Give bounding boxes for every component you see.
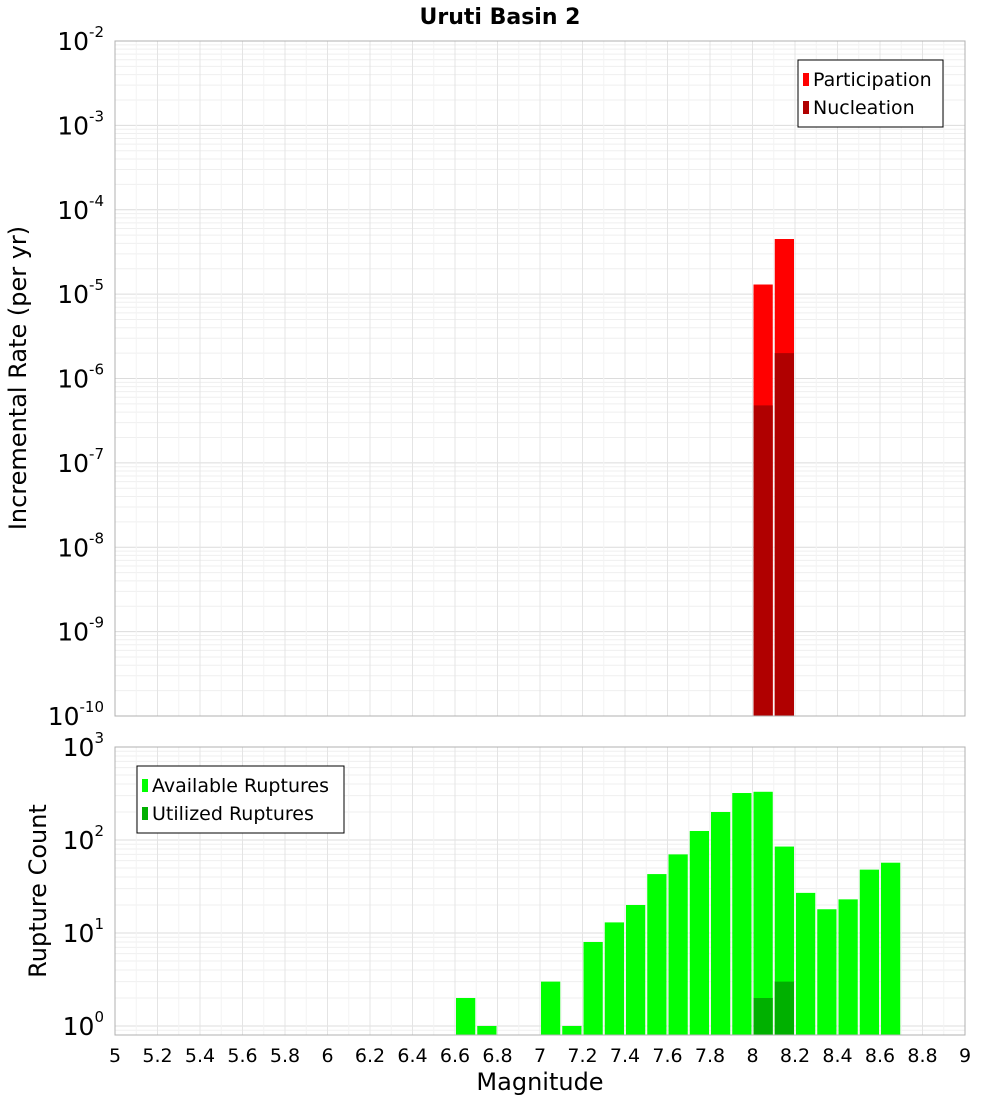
bottom-bar-available-ruptures <box>689 830 709 1035</box>
x-tick-label: 6.6 <box>440 1045 470 1067</box>
bottom-y-tick-label: 101 <box>63 915 104 948</box>
bottom-bar-available-ruptures <box>541 981 561 1035</box>
bottom-bar-available-ruptures <box>647 874 667 1035</box>
top-bar-nucleation <box>774 353 794 716</box>
bottom-bar-available-ruptures <box>796 892 816 1035</box>
top-legend-swatch <box>803 73 809 86</box>
bottom-bar-available-ruptures <box>668 854 688 1035</box>
x-axis-label: Magnitude <box>476 1068 603 1096</box>
bottom-legend-swatch <box>142 779 148 792</box>
bottom-bar-available-ruptures <box>881 862 901 1035</box>
bottom-legend-swatch <box>142 807 148 820</box>
top-y-tick-label: 10-6 <box>57 361 104 394</box>
top-legend-label: Participation <box>813 69 932 91</box>
bottom-bar-available-ruptures <box>583 942 603 1035</box>
top-y-tick-label: 10-4 <box>57 192 104 225</box>
x-tick-label: 8.8 <box>907 1045 937 1067</box>
bottom-legend-label: Utilized Ruptures <box>152 803 314 825</box>
top-plot-frame <box>114 40 966 717</box>
x-tick-label: 5 <box>109 1045 121 1067</box>
top-bar-nucleation <box>753 405 773 716</box>
top-y-tick-label: 10-5 <box>57 276 104 309</box>
top-y-tick-label: 10-9 <box>57 614 104 647</box>
x-tick-label: 5.4 <box>185 1045 215 1067</box>
x-tick-label: 7.4 <box>610 1045 640 1067</box>
top-y-tick-label: 10-8 <box>57 529 104 562</box>
bottom-bar-available-ruptures <box>456 997 476 1035</box>
x-tick-label: 6.2 <box>355 1045 385 1067</box>
bottom-legend-box <box>136 765 345 834</box>
bottom-plot-frame <box>114 746 966 1036</box>
bottom-bar-available-ruptures <box>753 791 773 1035</box>
bottom-bar-available-ruptures <box>732 793 752 1035</box>
x-tick-label: 6.4 <box>397 1045 427 1067</box>
top-y-tick-label: 10-2 <box>57 23 104 56</box>
bottom-bar-available-ruptures <box>859 869 879 1035</box>
top-y-tick-label: 10-7 <box>57 445 104 478</box>
x-tick-label: 9 <box>959 1045 971 1067</box>
x-tick-label: 7.6 <box>652 1045 682 1067</box>
bottom-bar-utilized-ruptures <box>774 981 794 1035</box>
bottom-bar-available-ruptures <box>477 1025 497 1035</box>
x-tick-label: 5.6 <box>227 1045 257 1067</box>
top-y-tick-label: 10-3 <box>57 107 104 140</box>
bottom-y-axis-label: Rupture Count <box>24 804 52 978</box>
bottom-y-tick-label: 100 <box>63 1008 104 1041</box>
x-tick-label: 6 <box>321 1045 333 1067</box>
top-y-axis-label: Incremental Rate (per yr) <box>4 226 32 530</box>
bottom-bar-available-ruptures <box>838 899 858 1035</box>
x-tick-label: 8.2 <box>780 1045 810 1067</box>
x-tick-label: 5.2 <box>142 1045 172 1067</box>
x-tick-label: 8.6 <box>865 1045 895 1067</box>
top-legend-label: Nucleation <box>813 97 915 119</box>
bottom-bar-available-ruptures <box>711 812 731 1035</box>
x-tick-label: 8.4 <box>822 1045 852 1067</box>
top-legend-box <box>797 59 944 128</box>
bottom-bar-available-ruptures <box>562 1025 582 1035</box>
chart-title: Uruti Basin 2 <box>420 5 581 30</box>
bottom-y-tick-label: 103 <box>63 729 104 762</box>
bottom-legend-label: Available Ruptures <box>152 775 329 797</box>
top-legend-swatch <box>803 101 809 114</box>
x-tick-label: 6.8 <box>482 1045 512 1067</box>
x-tick-label: 5.8 <box>270 1045 300 1067</box>
x-tick-label: 7 <box>534 1045 546 1067</box>
bottom-bar-utilized-ruptures <box>753 997 773 1035</box>
x-tick-label: 7.2 <box>567 1045 597 1067</box>
x-tick-label: 7.8 <box>695 1045 725 1067</box>
top-y-tick-label: 10-10 <box>48 698 104 731</box>
bottom-y-tick-label: 102 <box>63 822 104 855</box>
bottom-bar-available-ruptures <box>604 922 624 1035</box>
bottom-bar-available-ruptures <box>626 904 646 1035</box>
bottom-bar-available-ruptures <box>817 909 837 1035</box>
top-plot-panel: 10-10 10-9 10-8 10-7 10-6 10-5 10-4 10-3 10-2 Par… <box>48 23 966 731</box>
x-tick-label: 8 <box>746 1045 758 1067</box>
